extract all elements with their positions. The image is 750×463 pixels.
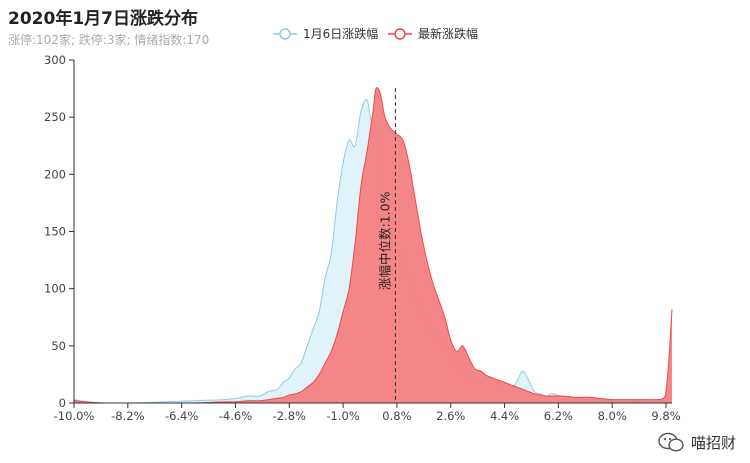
chart-subtitle: 涨停:102家; 跌停:3家; 情绪指数:170 [8,33,210,47]
watermark-text: 喵招财 [690,433,736,452]
y-tick-label: 100 [44,282,66,296]
legend-marker [394,28,406,40]
series-line-2 [73,87,673,404]
x-tick-label: 8.0% [598,409,627,423]
y-tick-label: 150 [44,225,66,239]
watermark: 喵招财 [657,431,736,453]
x-tick-label: -4.6% [219,409,252,423]
y-tick-label: 0 [59,396,66,410]
y-tick-label: 200 [44,167,66,181]
x-tick-label: 6.2% [544,409,573,423]
x-tick-label: 0.8% [382,409,411,423]
wechat-icon [658,432,684,452]
x-tick-label: 4.4% [490,409,519,423]
x-tick-label: -10.0% [54,409,95,423]
x-tick-label: -6.4% [165,409,198,423]
chart-title: 2020年1月7日涨跌分布 [8,9,198,29]
y-tick-label: 250 [44,110,66,124]
legend-label: 最新涨跌幅 [418,26,478,41]
x-tick-label: 2.6% [436,409,465,423]
y-tick-label: 300 [44,53,66,67]
median-annotation: 涨幅中位数:1.0% [377,88,396,403]
x-tick-label: 9.8% [651,409,680,423]
x-tick-label: -8.2% [111,409,144,423]
median-label: 涨幅中位数:1.0% [377,191,392,290]
legend-marker [279,28,291,40]
legend-label: 1月6日涨跌幅 [303,26,378,41]
x-tick-label: -2.8% [273,409,306,423]
legend[interactable]: 1月6日涨跌幅 最新涨跌幅 [273,26,478,41]
series-area-2 [74,87,672,403]
series-areas [73,87,673,404]
x-tick-label: -1.0% [326,409,359,423]
axes: 0 50 100 150 200 250 300 -10.0% -8.2% -6.4% -4.6% -… [44,53,681,423]
legend-item-1[interactable]: 1月6日涨跌幅 [273,26,378,41]
legend-item-2[interactable]: 最新涨跌幅 [388,26,478,41]
y-tick-label: 50 [51,339,66,353]
